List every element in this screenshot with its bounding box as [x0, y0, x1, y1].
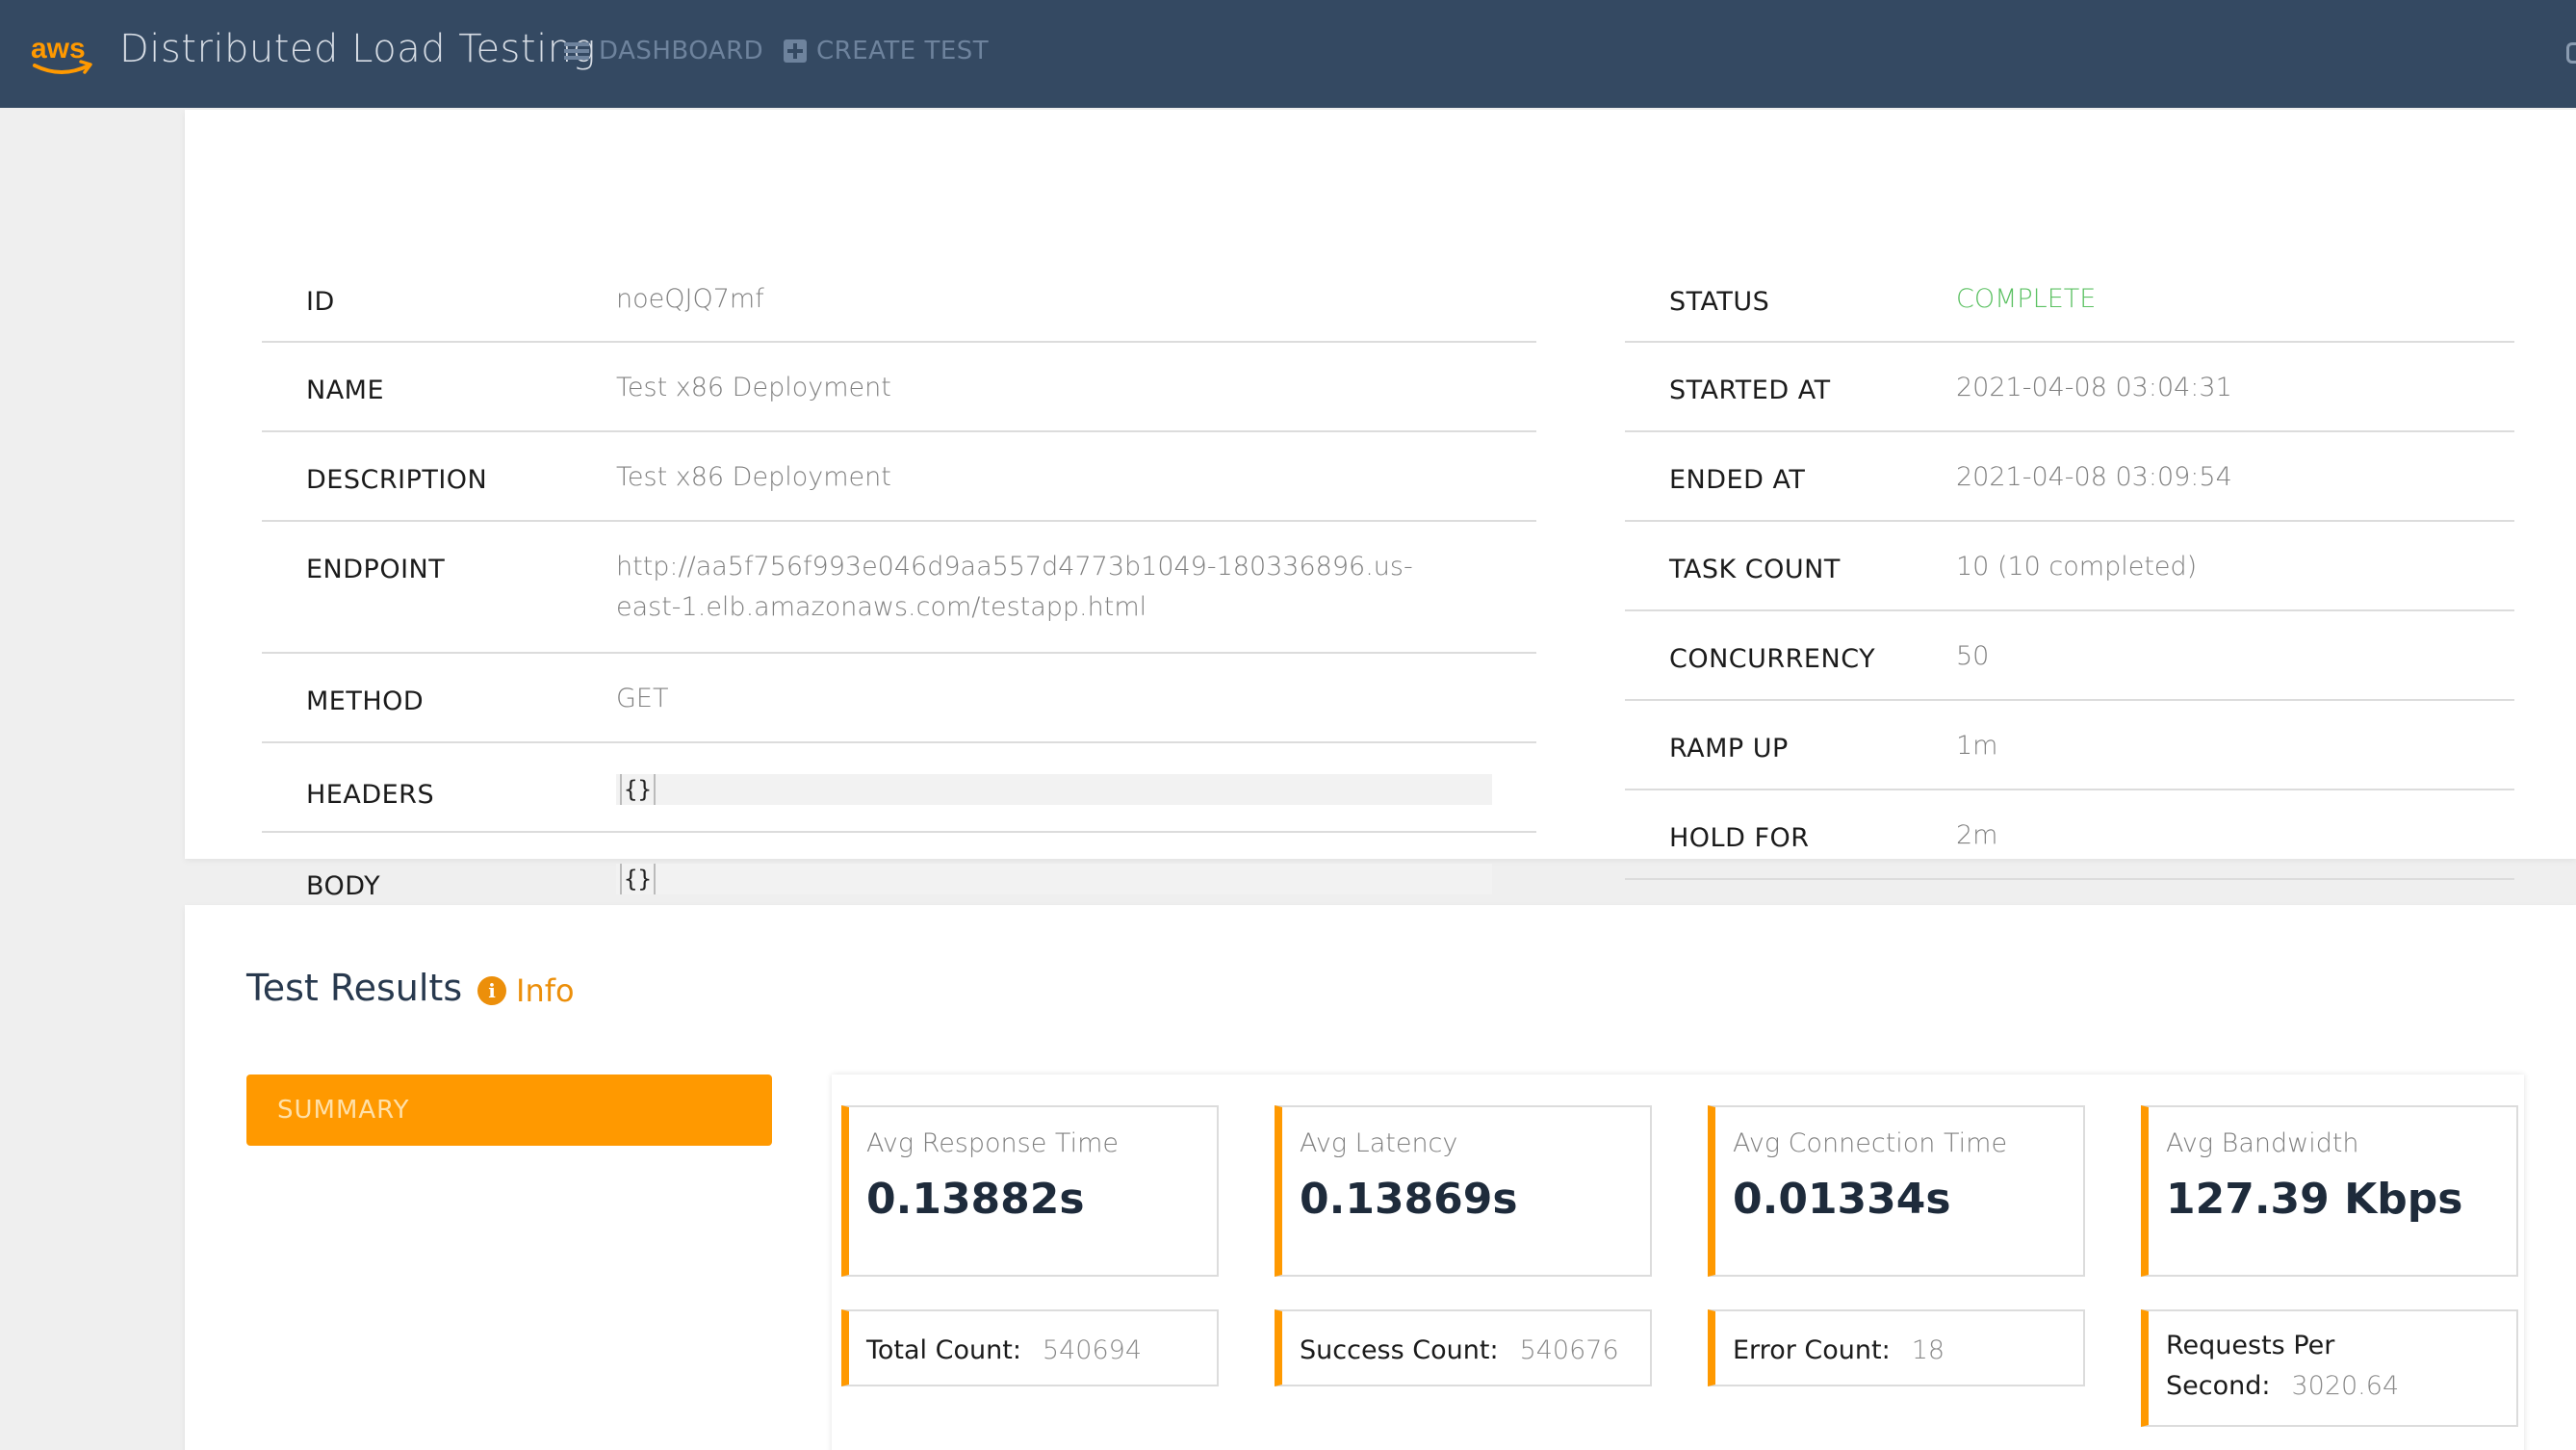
detail-value: noeQJQ7mf: [616, 284, 764, 314]
detail-label: METHOD: [306, 686, 425, 716]
detail-row-hold-for: HOLD FOR 2m: [1625, 790, 2514, 880]
stat-label: Avg Latency: [1300, 1128, 1458, 1158]
detail-value: 1m: [1956, 731, 1998, 761]
detail-row-description: DESCRIPTION Test x86 Deployment: [262, 432, 1536, 522]
detail-row-method: METHOD GET: [262, 654, 1536, 743]
detail-value: Test x86 Deployment: [616, 373, 891, 402]
aws-logo-icon[interactable]: aws: [29, 29, 96, 81]
test-details-card: ID noeQJQ7mf NAME Test x86 Deployment DE…: [185, 110, 2576, 922]
endpoint-url-line1: http://aa5f756f993e046d9aa557d4773b1049-…: [616, 552, 1413, 582]
count-label-line1: Requests Per: [2166, 1331, 2335, 1360]
detail-value: 2021-04-08 03:09:54: [1956, 462, 2232, 492]
detail-label: HOLD FOR: [1669, 823, 1810, 853]
headers-code-value: {}: [620, 774, 656, 805]
detail-label: TASK COUNT: [1669, 555, 1841, 584]
detail-row-started-at: STARTED AT 2021-04-08 03:04:31: [1625, 343, 2514, 432]
count-label: Success Count:: [1300, 1335, 1499, 1365]
nav-create-test-link[interactable]: CREATE TEST: [784, 37, 989, 65]
stat-label: Avg Bandwidth: [2166, 1128, 2359, 1158]
detail-row-ended-at: ENDED AT 2021-04-08 03:09:54: [1625, 432, 2514, 522]
plus-square-icon: [784, 39, 807, 63]
stat-label: Avg Connection Time: [1733, 1128, 2008, 1158]
detail-value: 10 (10 completed): [1956, 552, 2198, 582]
stat-value: 0.13882s: [866, 1175, 1085, 1224]
detail-row-headers: HEADERS {}: [262, 743, 1536, 833]
count-value: 18: [1911, 1335, 1945, 1365]
detail-label: BODY: [306, 871, 381, 901]
detail-row-name: NAME Test x86 Deployment: [262, 343, 1536, 432]
detail-row-concurrency: CONCURRENCY 50: [1625, 611, 2514, 701]
info-icon: i: [477, 976, 506, 1005]
detail-label: NAME: [306, 375, 385, 405]
detail-label: STATUS: [1669, 287, 1770, 317]
test-results-card: Test Results i Info SUMMARY Avg Response…: [185, 905, 2576, 1450]
stat-value: 0.01334s: [1733, 1175, 1951, 1224]
summary-stats-panel: Avg Response Time 0.13882s Avg Latency 0…: [832, 1075, 2524, 1450]
count-label: Total Count:: [866, 1335, 1021, 1365]
stat-requests-per-second: Requests Per Second: 3020.64: [2141, 1309, 2518, 1427]
detail-label: CONCURRENCY: [1669, 644, 1876, 674]
nav-dashboard-link[interactable]: DASHBOARD: [564, 37, 763, 65]
stat-avg-latency: Avg Latency 0.13869s: [1275, 1105, 1652, 1277]
count-line: Total Count: 540694: [866, 1331, 1142, 1371]
detail-value: GET: [616, 684, 669, 713]
stat-value: 0.13869s: [1300, 1175, 1518, 1224]
detail-row-id: ID noeQJQ7mf: [262, 191, 1536, 343]
top-navbar: aws Distributed Load Testing DASHBOARD C…: [0, 0, 2576, 108]
detail-label: RAMP UP: [1669, 734, 1789, 764]
count-label-line2: Second:: [2166, 1371, 2271, 1401]
detail-label: STARTED AT: [1669, 375, 1831, 405]
detail-label: ENDED AT: [1669, 465, 1806, 495]
detail-label: ENDPOINT: [306, 555, 446, 584]
detail-row-status: STATUS COMPLETE: [1625, 191, 2514, 343]
info-link[interactable]: i Info: [477, 972, 575, 1009]
details-right-table: STATUS COMPLETE STARTED AT 2021-04-08 03…: [1625, 191, 2514, 880]
count-line: Error Count: 18: [1733, 1331, 1945, 1371]
count-value: 540676: [1519, 1335, 1619, 1365]
stat-avg-connection-time: Avg Connection Time 0.01334s: [1708, 1105, 2085, 1277]
count-value: 540694: [1042, 1335, 1142, 1365]
stat-avg-response-time: Avg Response Time 0.13882s: [841, 1105, 1219, 1277]
detail-row-ramp-up: RAMP UP 1m: [1625, 701, 2514, 790]
count-value: 3020.64: [2291, 1371, 2400, 1401]
nav-dashboard-label: DASHBOARD: [599, 37, 764, 65]
detail-value: Test x86 Deployment: [616, 462, 891, 492]
stat-value: 127.39 Kbps: [2166, 1175, 2463, 1224]
count-line: Second: 3020.64: [2166, 1371, 2399, 1401]
sign-out-icon[interactable]: [2566, 42, 2576, 64]
aws-logo-text: aws: [31, 33, 86, 65]
results-title: Test Results: [246, 967, 463, 1009]
detail-value: 50: [1956, 641, 1990, 671]
stat-avg-bandwidth: Avg Bandwidth 127.39 Kbps: [2141, 1105, 2518, 1277]
detail-value: 2021-04-08 03:04:31: [1956, 373, 2232, 402]
body-code-value: {}: [620, 864, 656, 894]
detail-row-endpoint: ENDPOINT http://aa5f756f993e046d9aa557d4…: [262, 522, 1536, 654]
status-badge: COMPLETE: [1956, 284, 2097, 314]
stat-total-count: Total Count: 540694: [841, 1309, 1219, 1386]
stat-success-count: Success Count: 540676: [1275, 1309, 1652, 1386]
stat-label: Avg Response Time: [866, 1128, 1119, 1158]
endpoint-url-line2: east-1.elb.amazonaws.com/testapp.html: [616, 592, 1147, 622]
detail-label: HEADERS: [306, 780, 435, 810]
count-label: Error Count:: [1733, 1335, 1891, 1365]
details-left-table: ID noeQJQ7mf NAME Test x86 Deployment DE…: [262, 191, 1536, 922]
detail-row-task-count: TASK COUNT 10 (10 completed): [1625, 522, 2514, 611]
headers-code-block: {}: [616, 774, 1492, 805]
stat-error-count: Error Count: 18: [1708, 1309, 2085, 1386]
menu-icon: [564, 42, 589, 60]
detail-label: ID: [306, 287, 335, 317]
detail-label: DESCRIPTION: [306, 465, 488, 495]
nav-create-test-label: CREATE TEST: [816, 37, 990, 65]
count-line: Success Count: 540676: [1300, 1331, 1619, 1371]
info-label: Info: [516, 972, 575, 1009]
app-title[interactable]: Distributed Load Testing: [119, 27, 597, 71]
body-code-block: {}: [616, 864, 1492, 894]
tab-summary[interactable]: SUMMARY: [246, 1075, 772, 1146]
detail-value: 2m: [1956, 820, 1998, 850]
